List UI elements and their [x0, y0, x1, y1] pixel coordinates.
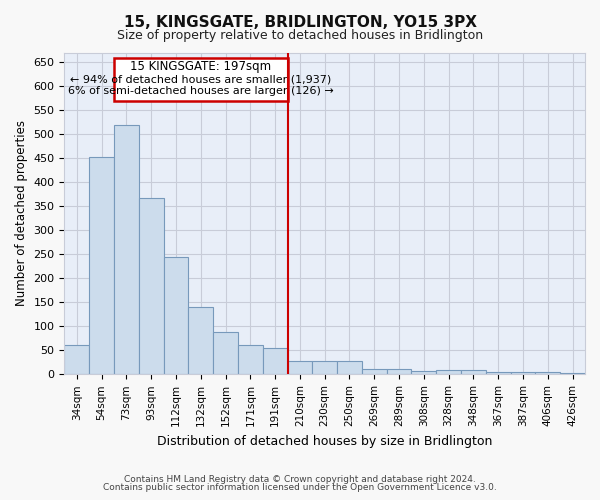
Bar	[511, 372, 535, 374]
Bar	[287, 362, 313, 374]
Text: ← 94% of detached houses are smaller (1,937): ← 94% of detached houses are smaller (1,…	[70, 74, 331, 85]
Bar	[560, 373, 585, 374]
Bar	[436, 370, 461, 374]
Bar	[139, 198, 164, 374]
Text: 15, KINGSGATE, BRIDLINGTON, YO15 3PX: 15, KINGSGATE, BRIDLINGTON, YO15 3PX	[124, 15, 476, 30]
Text: Size of property relative to detached houses in Bridlington: Size of property relative to detached ho…	[117, 29, 483, 42]
Bar	[64, 344, 89, 374]
Bar	[412, 371, 436, 374]
Bar	[89, 156, 114, 374]
Text: 15 KINGSGATE: 197sqm: 15 KINGSGATE: 197sqm	[130, 60, 271, 73]
Text: Contains public sector information licensed under the Open Government Licence v3: Contains public sector information licen…	[103, 484, 497, 492]
FancyBboxPatch shape	[114, 58, 287, 100]
Bar	[535, 372, 560, 374]
Bar	[461, 370, 486, 374]
Text: Contains HM Land Registry data © Crown copyright and database right 2024.: Contains HM Land Registry data © Crown c…	[124, 474, 476, 484]
Bar	[213, 332, 238, 374]
Bar	[164, 256, 188, 374]
Bar	[337, 361, 362, 374]
Bar	[263, 348, 287, 374]
Bar	[486, 372, 511, 374]
Bar	[238, 344, 263, 374]
Bar	[362, 369, 386, 374]
Bar	[114, 125, 139, 374]
Bar	[313, 362, 337, 374]
X-axis label: Distribution of detached houses by size in Bridlington: Distribution of detached houses by size …	[157, 434, 493, 448]
Text: 6% of semi-detached houses are larger (126) →: 6% of semi-detached houses are larger (1…	[68, 86, 334, 96]
Bar	[188, 307, 213, 374]
Y-axis label: Number of detached properties: Number of detached properties	[15, 120, 28, 306]
Bar	[386, 368, 412, 374]
